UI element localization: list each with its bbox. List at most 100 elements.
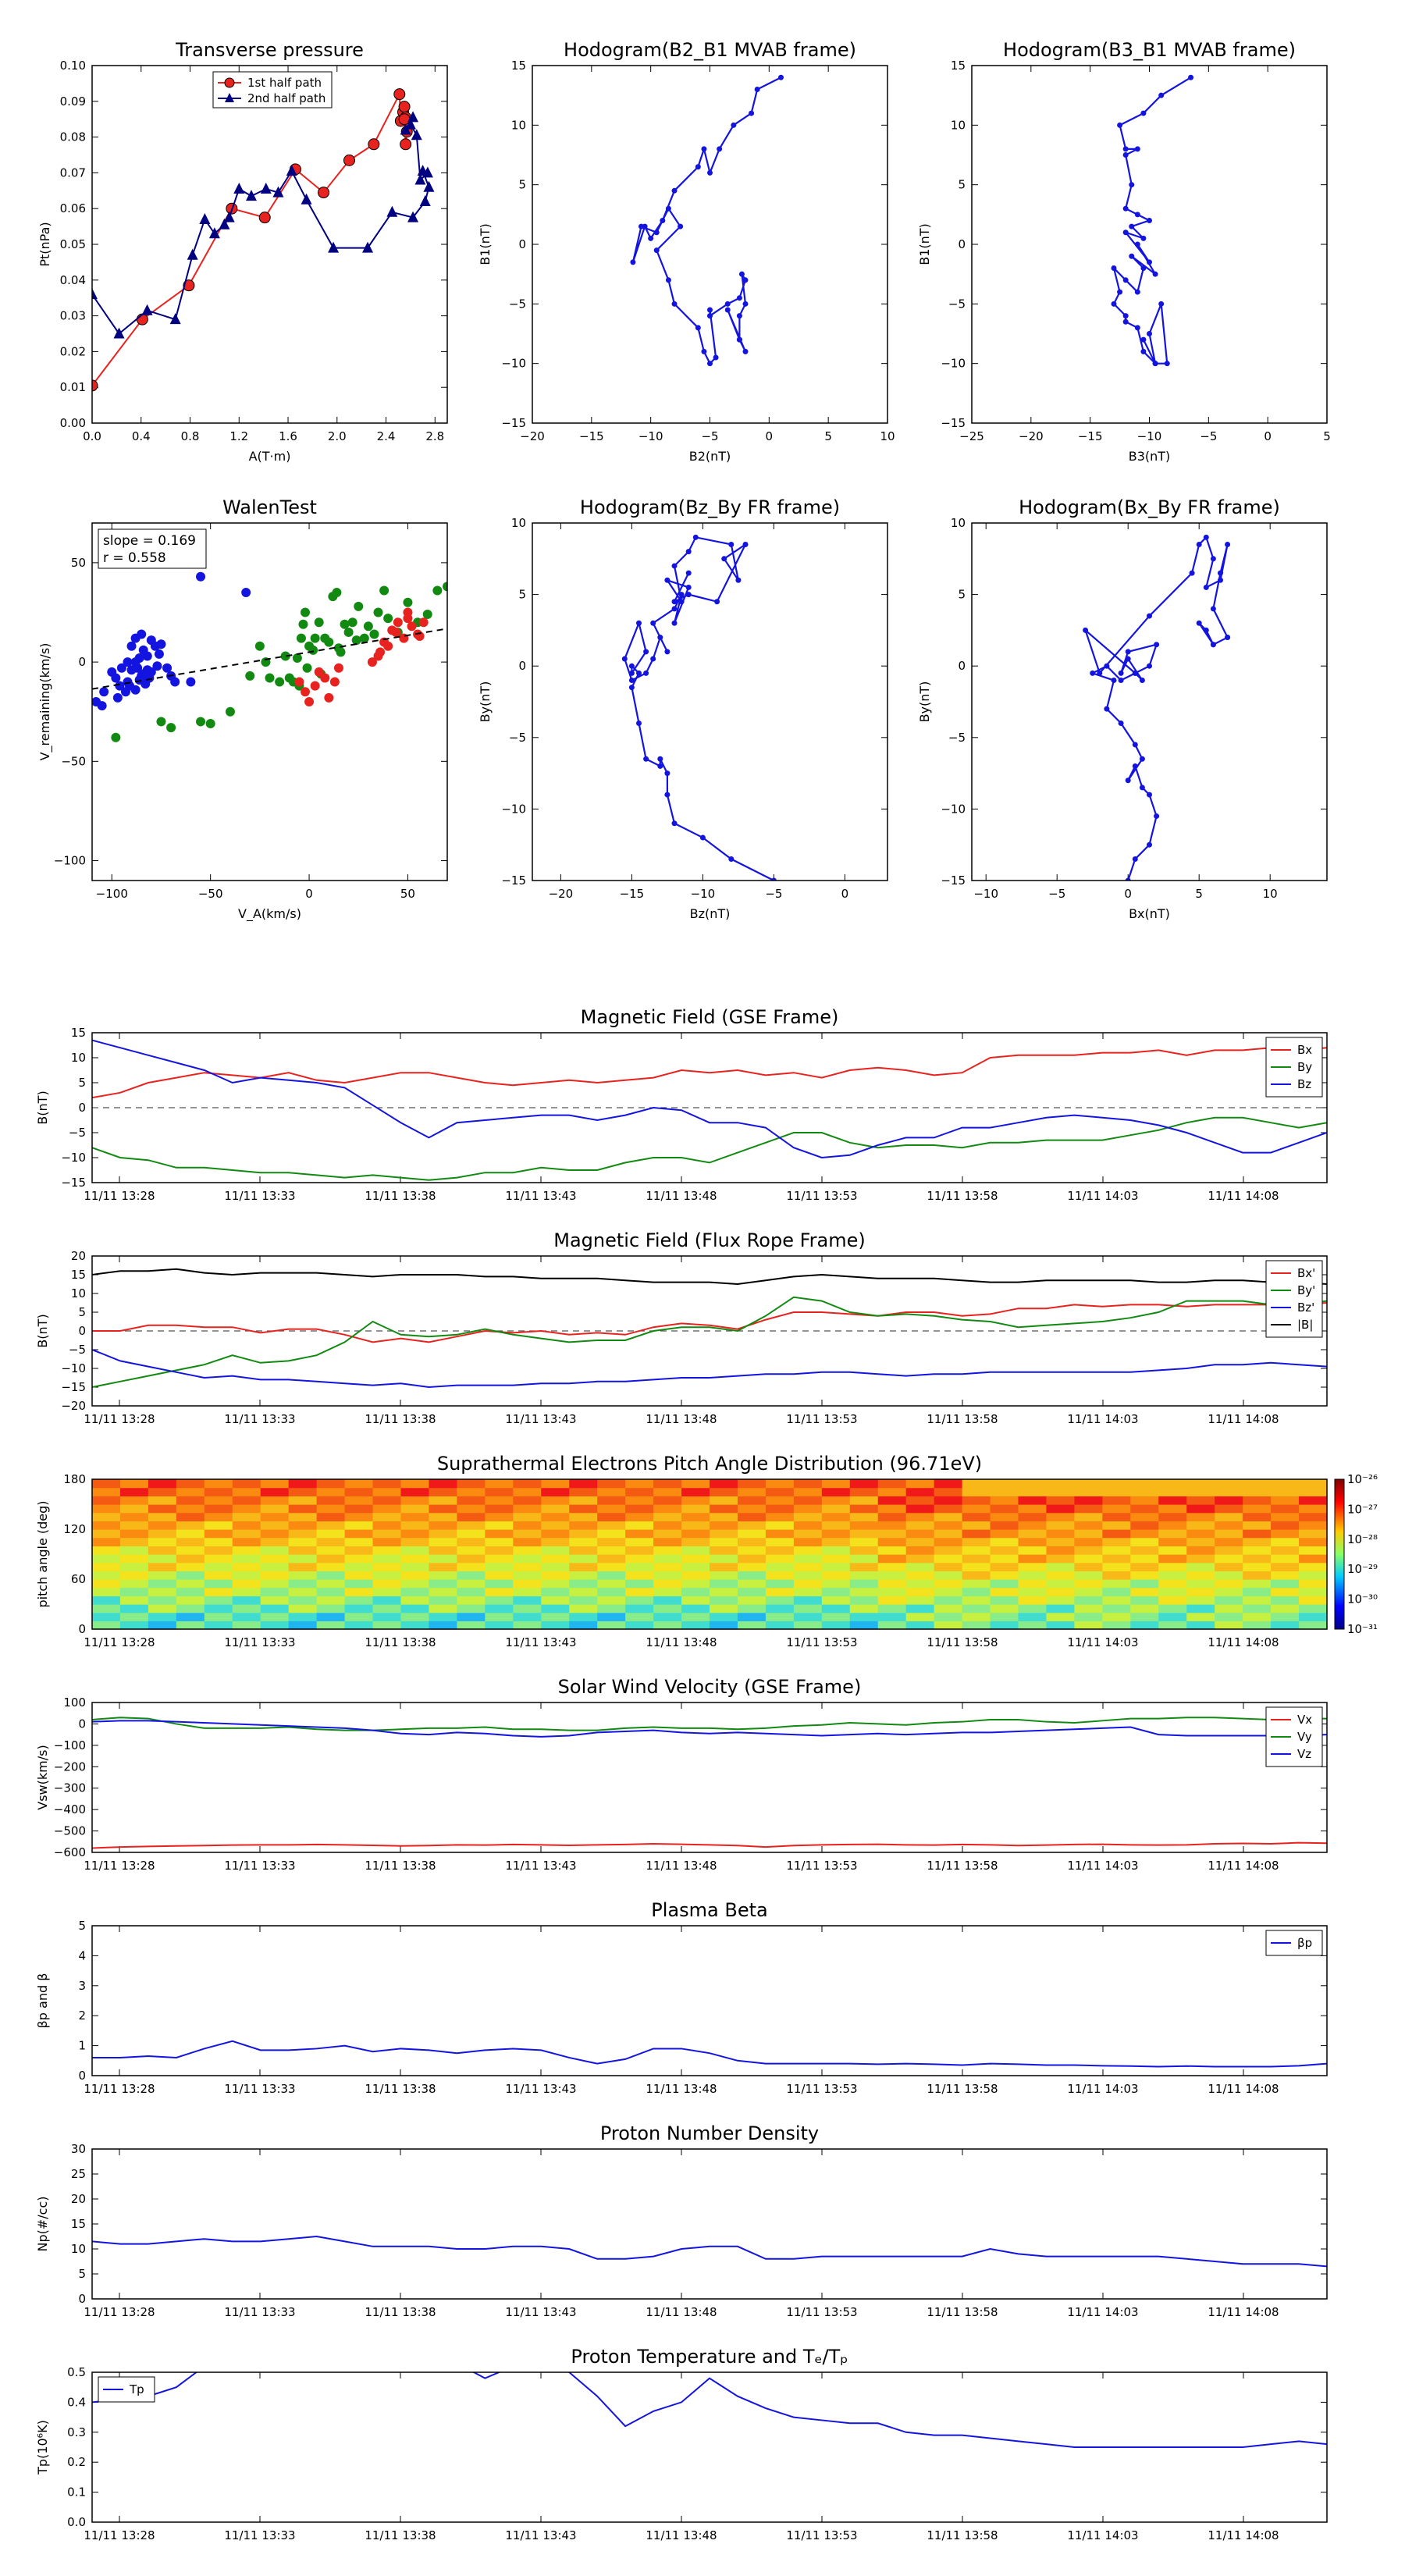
heatmap-cell [148,1529,177,1539]
heatmap-cell [1018,1612,1048,1621]
heatmap-cell [962,1579,991,1589]
heatmap-cell [92,1554,121,1564]
data-point [1218,577,1223,583]
heatmap-cell [905,1612,935,1621]
heatmap-cell [176,1504,205,1514]
data-point [359,633,369,643]
heatmap-cell [316,1496,346,1505]
data-point [137,629,147,639]
heatmap-cell [541,1579,570,1589]
heatmap-cell [793,1496,823,1505]
heatmap-cell [597,1604,626,1614]
y-tick-label: −5 [509,731,526,745]
heatmap-cell [400,1529,430,1539]
heatmap-cell [1130,1562,1159,1571]
data-point [126,641,137,651]
heatmap-cell [176,1612,205,1621]
heatmap-cell [288,1546,318,1555]
heatmap-cell [1046,1571,1076,1580]
heatmap-cell [1158,1496,1187,1505]
heatmap-cell [934,1621,963,1630]
heatmap-cell [653,1504,682,1514]
heatmap-cell [316,1604,346,1614]
heatmap-cell [793,1529,823,1539]
data-point [116,663,126,673]
fit-line [92,628,447,690]
y-axis-label: B(nT) [35,1091,50,1124]
heatmap-cell [990,1479,1019,1489]
data-point [717,146,723,152]
x-tick-label: 11/11 13:38 [365,1189,436,1203]
heatmap-cell [905,1529,935,1539]
heatmap-cell [1046,1479,1076,1489]
heatmap-cell [710,1621,738,1630]
heatmap-cell [597,1579,626,1589]
heatmap-cell [1018,1496,1048,1505]
heatmap-cell [260,1554,290,1564]
series-group [92,88,435,392]
heatmap-cell [1186,1562,1215,1571]
data-point [1147,217,1152,223]
heatmap-cell [541,1512,570,1521]
heatmap-cell [260,1604,290,1614]
heatmap-cell [877,1579,907,1589]
series-line-βp [92,2040,1327,2068]
y-axis-label: By(nT) [478,681,493,723]
data-point [423,180,435,192]
heatmap-cell [204,1537,233,1546]
heatmap-cell [934,1604,963,1614]
heatmap-cell [1271,1596,1300,1605]
heatmap-cell [849,1596,879,1605]
x-tick-label: 2.0 [328,429,347,443]
x-tick-label: 11/11 14:08 [1208,2082,1279,2096]
data-point [418,617,429,628]
heatmap-cell [148,1621,177,1630]
heatmap-cell [1130,1479,1159,1489]
x-tick-label: 11/11 13:48 [646,1859,717,1873]
heatmap-cell [400,1579,430,1589]
series-group [92,2372,1327,2448]
heatmap-cell [541,1546,570,1555]
heatmap-cell [1046,1579,1076,1589]
x-tick-label: 11/11 13:28 [84,2528,155,2542]
data-point [621,656,628,662]
data-point [1125,777,1131,784]
heatmap-cell [681,1621,710,1630]
data-point [1147,792,1152,798]
legend-marker [225,93,234,102]
data-point [1196,620,1202,626]
x-tick-label: 10 [1263,887,1278,901]
heatmap-cell [625,1529,654,1539]
data-point [280,651,290,661]
heatmap-cell [765,1554,795,1564]
data-point [379,585,389,596]
heatmap-cell [1046,1504,1076,1514]
panel-h3: Hodogram(Bz_By FR frame) −15 −10 −5 0 5 10 −20 −… [478,496,888,921]
x-tick-label: 11/11 13:33 [224,1412,295,1426]
x-tick-label: −5 [1200,429,1217,443]
heatmap-cell [905,1621,935,1630]
heatmap-cell [1215,1537,1243,1546]
heatmap-cell [316,1596,346,1605]
heatmap-cell [821,1579,851,1589]
data-point [1125,877,1131,881]
heatmap-cell [372,1496,402,1505]
heatmap-cell [569,1596,598,1605]
heatmap-cell [176,1596,205,1605]
heatmap-cell [92,1571,121,1580]
heatmap-cell [737,1521,767,1530]
x-tick-label: 11/11 14:08 [1208,2528,1279,2542]
heatmap-cell [569,1579,598,1589]
heatmap-cell [92,1562,121,1571]
y-tick-label: −15 [501,416,526,430]
heatmap-cell [232,1562,261,1571]
x-tick-label: −5 [701,429,718,443]
heatmap-cell [569,1521,598,1530]
heatmap-cell [176,1512,205,1521]
x-tick-label: 11/11 13:58 [927,1189,998,1203]
y-tick-label: −400 [54,1802,86,1816]
data-point [187,248,198,260]
heatmap-cell [457,1546,486,1555]
heatmap-cell [288,1612,318,1621]
heatmap-cell [934,1504,963,1514]
